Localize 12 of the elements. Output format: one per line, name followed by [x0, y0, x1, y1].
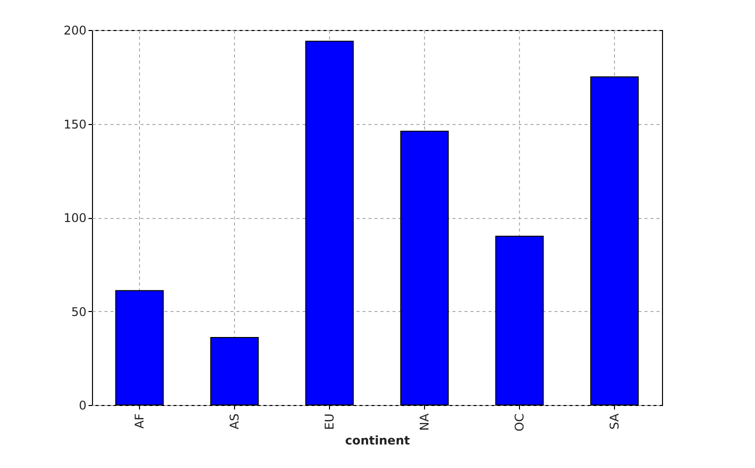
y-tick-label: 200 — [64, 24, 86, 38]
y-tick-label: 50 — [71, 304, 86, 319]
y-tick-label: 100 — [64, 211, 86, 225]
y-tick-label: 0 — [78, 398, 86, 412]
x-tick-label: SA — [608, 412, 622, 430]
x-tick-label: NA — [418, 412, 432, 431]
y-tick-label: 150 — [64, 117, 86, 132]
x-tick-label: EU — [322, 414, 336, 430]
x-tick-label: AF — [132, 413, 146, 429]
x-axis-title: continent — [345, 433, 410, 448]
x-tick-label: OC — [512, 414, 526, 432]
x-tick-label: AS — [228, 414, 242, 430]
